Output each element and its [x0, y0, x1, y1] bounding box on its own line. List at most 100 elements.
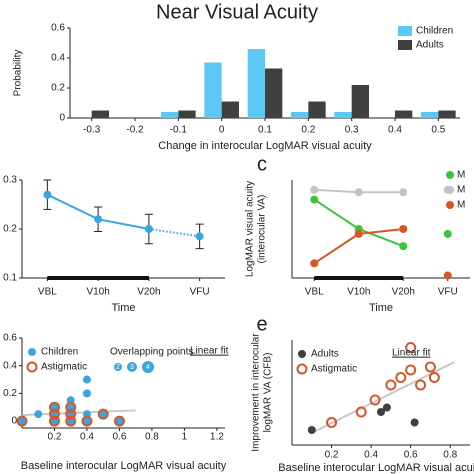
data-point — [326, 417, 338, 428]
data-point — [443, 271, 452, 280]
x-axis-label: Baseline interocular LogMAR visual acuit… — [21, 460, 227, 472]
data-point — [310, 195, 319, 204]
treatment-bar — [314, 276, 404, 280]
chart-title: Near Visual Acuity — [156, 1, 318, 23]
data-point — [48, 408, 60, 420]
overlap-bubble — [127, 362, 137, 372]
data-point — [307, 426, 316, 434]
bar — [351, 85, 369, 118]
legend-label: Children — [41, 347, 78, 358]
overlap-count: 4 — [146, 364, 150, 371]
data-point — [405, 342, 417, 353]
legend-marker — [446, 171, 454, 179]
legend-marker — [296, 363, 308, 375]
y-tick-label: 0.4 — [51, 53, 65, 64]
x-tick-label: 0.8 — [443, 450, 457, 461]
x-tick-label: 0 — [219, 125, 225, 136]
x-tick-label: 0.3 — [345, 125, 359, 136]
x-tick-label: VBL — [38, 287, 57, 298]
series-line — [313, 198, 404, 248]
x-tick-label: -0.2 — [126, 125, 144, 136]
data-point — [48, 401, 60, 413]
data-point — [399, 242, 408, 251]
overlap-count: 2 — [116, 364, 120, 371]
data-point — [382, 403, 391, 412]
bar — [395, 110, 413, 118]
y-axis-label: logMAR VA (CFB) — [263, 353, 274, 433]
data-point — [81, 415, 93, 427]
x-tick-label: 0.2 — [48, 432, 62, 443]
y-tick-label: 0.2 — [51, 83, 65, 94]
legend-marker — [298, 350, 306, 358]
bar — [221, 101, 239, 118]
x-tick-label: 0.6 — [112, 432, 126, 443]
panel-label: c — [257, 153, 267, 175]
x-tick-label: VFU — [438, 287, 458, 298]
data-point — [16, 415, 28, 427]
series-line-extrapolated — [148, 228, 200, 238]
x-tick-label: VFU — [190, 287, 210, 298]
x-tick-label: 1 — [182, 432, 188, 443]
x-tick-label: 0.4 — [388, 125, 402, 136]
x-axis-label: Time — [369, 302, 393, 314]
bar — [334, 112, 352, 118]
overlap-title: Overlapping points — [110, 347, 193, 358]
bar — [438, 110, 456, 118]
data-point — [369, 394, 381, 406]
x-tick-label: 1.2 — [210, 432, 224, 443]
x-tick-label: V20h — [392, 287, 415, 298]
data-point — [65, 415, 77, 427]
y-tick-label: 0 — [11, 416, 17, 427]
legend-marker — [446, 186, 454, 194]
x-tick-label: 0.8 — [145, 432, 159, 443]
x-tick-label: V10h — [86, 287, 109, 298]
y-tick-label: 0.6 — [3, 333, 17, 344]
data-point — [82, 375, 91, 384]
overlap-bubble — [142, 361, 154, 373]
data-point — [48, 415, 60, 427]
treatment-bar — [47, 276, 149, 280]
legend-label: Children — [416, 26, 453, 37]
bar — [178, 110, 196, 118]
data-point — [399, 188, 408, 197]
data-point — [354, 229, 363, 238]
x-tick-label: 0.4 — [364, 450, 378, 461]
data-point — [385, 379, 397, 391]
bar — [161, 112, 179, 118]
data-point — [144, 225, 153, 233]
data-point — [18, 417, 26, 426]
bar — [204, 62, 222, 118]
y-tick-label: 0 — [59, 113, 65, 124]
legend-label: Astigmatic — [311, 364, 357, 375]
panel-label: e — [256, 313, 267, 335]
y-tick-label: 0.1 — [3, 273, 17, 284]
data-point — [310, 259, 319, 268]
legend-label: Astigmatic — [41, 362, 87, 373]
y-tick-label: 0.3 — [3, 175, 17, 186]
data-point — [395, 372, 407, 383]
data-point — [355, 406, 367, 418]
x-tick-label: 0.5 — [431, 125, 445, 136]
y-tick-label: 0.6 — [51, 23, 65, 34]
data-point — [65, 401, 77, 413]
bar — [91, 110, 109, 118]
overlap-count: 3 — [130, 364, 134, 371]
y-axis-label: Improvement in interocular — [251, 333, 262, 452]
legend-marker — [446, 201, 454, 209]
bar — [291, 112, 309, 118]
bar — [421, 112, 439, 118]
data-point — [34, 410, 43, 419]
data-point — [443, 229, 452, 238]
x-axis-label: Baseline interocular LogMAR visual acuit… — [278, 462, 474, 474]
bar — [265, 68, 283, 118]
data-point — [113, 415, 125, 427]
legend-marker — [26, 361, 38, 373]
data-point — [354, 188, 363, 197]
fit-label: Linear fit — [392, 348, 431, 359]
legend-label: M — [457, 200, 465, 211]
bar — [308, 101, 326, 118]
x-tick-label: VBL — [305, 287, 324, 298]
data-point — [399, 225, 408, 233]
x-tick-label: -0.1 — [170, 125, 188, 136]
